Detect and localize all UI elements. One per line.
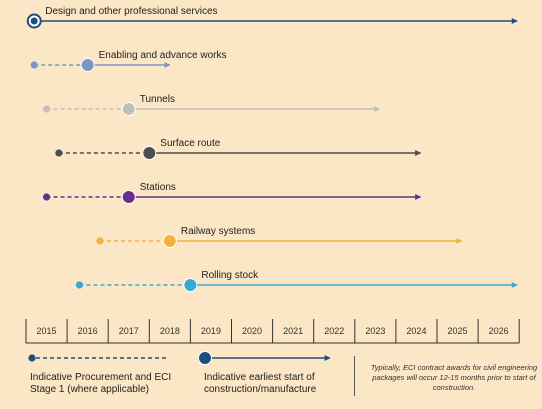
year-label: 2019 [201,326,221,336]
legend-marks [28,351,331,365]
legend-procurement-label: Indicative Procurement and ECI Stage 1 (… [30,372,172,395]
procurement-start-dot [42,193,51,201]
timeline-row: Stations [42,182,422,204]
year-label: 2020 [242,326,262,336]
procurement-start-dot [55,149,63,157]
row-label: Surface route [160,138,220,149]
row-label: Tunnels [140,94,175,105]
timeline-row: Railway systems [96,226,463,248]
construction-start-dot [121,190,136,204]
year-axis: 2015 2016 2017 2018 2019 2020 2021 2022 2023 2024… [25,319,520,344]
row-label: Enabling and advance works [99,50,227,61]
construction-start-dot [162,234,177,248]
year-label: 2026 [489,326,509,336]
timeline-rows: Design and other professional services En… [26,6,518,292]
row-label: Design and other professional services [45,6,217,17]
construction-start-dot [80,58,95,72]
timeline-row: Tunnels [42,94,381,116]
timeline-row: Design and other professional services [26,6,518,29]
construction-start-dot [183,278,198,292]
construction-start-dot-core [30,17,38,25]
procurement-start-dot [96,237,104,245]
legend-construction-label: Indicative earliest start of constructio… [204,372,317,395]
year-label: 2022 [324,326,344,336]
year-label: 2025 [448,326,468,336]
legend-divider [354,356,355,396]
construction-start-dot [142,146,157,160]
year-label: 2021 [283,326,303,336]
legend-note: Typically, ECI contract awards for civil… [370,363,538,392]
timeline-row: Surface route [55,138,422,160]
year-label: 2016 [78,326,98,336]
timeline-row: Rolling stock [75,270,518,292]
year-label: 2018 [160,326,180,336]
procurement-start-dot [75,281,84,289]
year-label: 2017 [119,326,139,336]
row-label: Stations [140,182,176,193]
year-label: 2024 [406,326,426,336]
construction-start-dot [121,102,136,116]
row-label: Railway systems [181,226,255,237]
procurement-start-dot [30,61,38,69]
legend-procurement-dot [28,354,36,362]
legend-construction-dot [198,351,212,365]
procurement-start-dot [42,105,51,113]
row-label: Rolling stock [201,270,259,281]
year-label: 2023 [365,326,385,336]
timeline-row: Enabling and advance works [30,50,227,72]
year-label: 2015 [37,326,57,336]
